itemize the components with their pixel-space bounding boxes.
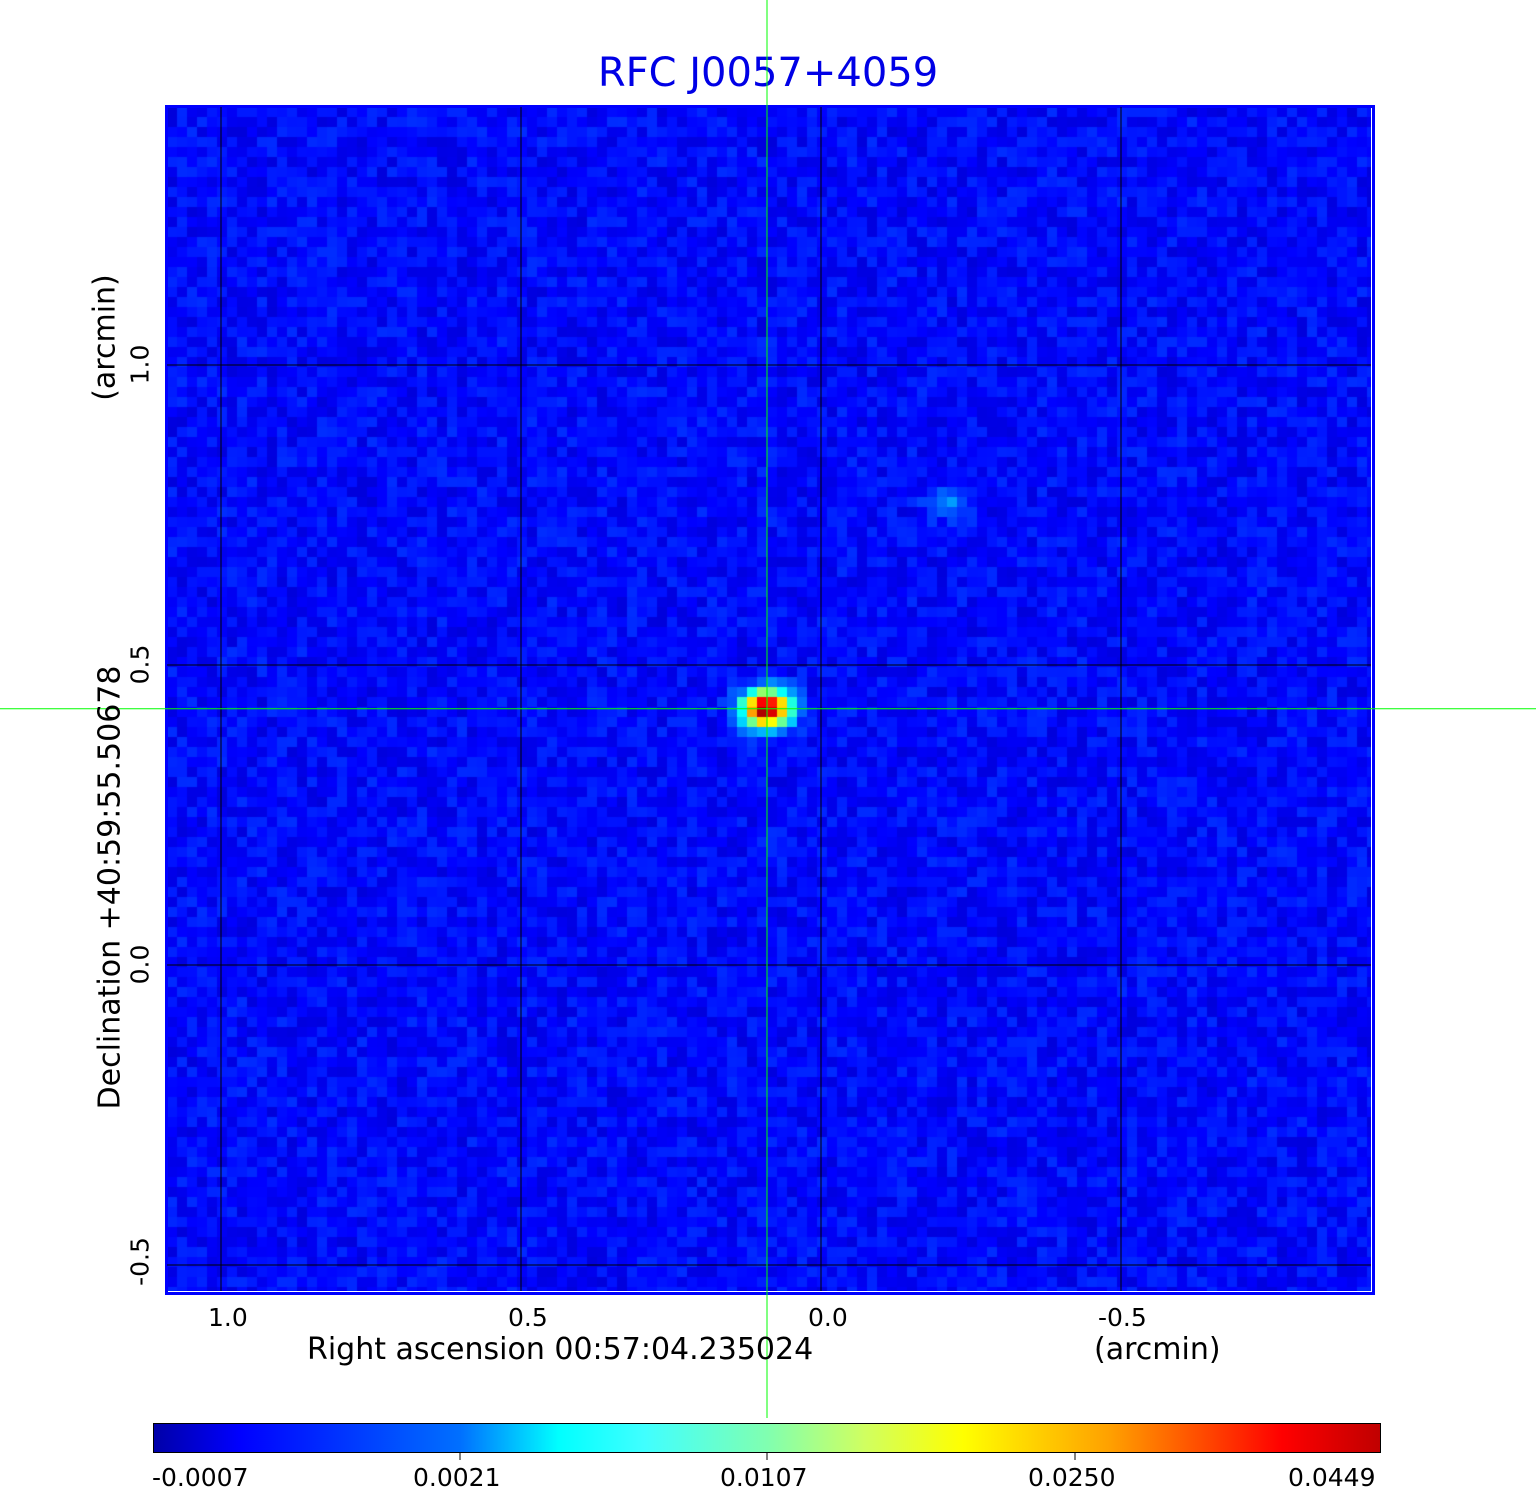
plot-frame bbox=[165, 105, 1375, 1295]
x-tick-label: 0.0 bbox=[808, 1303, 848, 1332]
x-axis-unit: (arcmin) bbox=[1094, 1332, 1221, 1367]
y-tick-label: 0.5 bbox=[125, 644, 155, 685]
colorbar-tick-label: 0.0107 bbox=[720, 1463, 808, 1492]
chart-title: RFC J0057+4059 bbox=[597, 50, 939, 96]
colorbar-tick-label: 0.0021 bbox=[413, 1463, 501, 1492]
x-axis-title: Right ascension 00:57:04.235024 bbox=[307, 1332, 814, 1367]
y-tick-label: 0.0 bbox=[125, 944, 155, 985]
colorbar-tick-label: 0.0449 bbox=[1288, 1463, 1376, 1492]
x-tick-label: 1.0 bbox=[208, 1303, 248, 1332]
x-tick-label: 0.5 bbox=[508, 1303, 548, 1332]
y-axis-unit: (arcmin) bbox=[87, 274, 123, 401]
x-tick-label: -0.5 bbox=[1098, 1303, 1147, 1332]
colorbar-tick-label: 0.0250 bbox=[1028, 1463, 1116, 1492]
y-axis-title: Declination +40:59:55.50678 bbox=[92, 665, 128, 1110]
y-tick-label: -0.5 bbox=[125, 1237, 155, 1286]
colorbar-tick-label: -0.0007 bbox=[152, 1463, 249, 1492]
heatmap-image bbox=[167, 107, 1371, 1291]
y-tick-label: 1.0 bbox=[125, 344, 155, 385]
colorbar bbox=[153, 1423, 1381, 1453]
